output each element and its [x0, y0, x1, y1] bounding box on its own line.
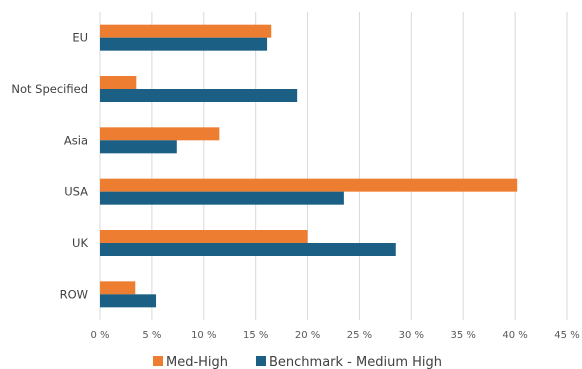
- bar-benchmark-medium-high-asia: [100, 140, 177, 154]
- bar-benchmark-medium-high-eu: [100, 37, 268, 51]
- category-label-asia: Asia: [64, 133, 88, 147]
- legend-label-benchmark-medium-high: Benchmark - Medium High: [269, 355, 442, 369]
- x-tick-label-6: 30 %: [399, 330, 424, 341]
- category-label-uk: UK: [72, 236, 88, 250]
- x-tick-label-3: 15 %: [243, 330, 268, 341]
- x-tick-label-0: 0 %: [90, 330, 109, 341]
- category-labels: EU Not Specified Asia USA UK ROW: [11, 31, 88, 302]
- bar-med-high-uk: [100, 230, 308, 243]
- x-tick-label-5: 25 %: [347, 330, 372, 341]
- legend: Med-High Benchmark - Medium High: [153, 355, 442, 369]
- category-label-not-specified: Not Specified: [11, 82, 88, 96]
- bars: [100, 24, 518, 308]
- x-tick-label-2: 10 %: [191, 330, 216, 341]
- x-axis-tick-labels: 0 % 5 % 10 % 15 % 20 % 25 % 30 % 35 % 40 % 45 %: [90, 330, 579, 341]
- x-tick-label-4: 20 %: [295, 330, 320, 341]
- x-tick-label-8: 40 %: [502, 330, 527, 341]
- x-tick-label-9: 45 %: [554, 330, 579, 341]
- x-tick-label-7: 35 %: [451, 330, 476, 341]
- bar-med-high-row: [100, 281, 136, 295]
- category-label-usa: USA: [64, 185, 88, 199]
- bar-benchmark-medium-high-usa: [100, 191, 344, 205]
- x-tick-label-1: 5 %: [142, 330, 161, 341]
- bar-benchmark-medium-high-row: [100, 294, 157, 308]
- legend-swatch-benchmark-medium-high: [256, 356, 266, 366]
- category-label-row: ROW: [60, 287, 88, 301]
- bar-med-high-asia: [100, 127, 220, 141]
- bar-med-high-usa: [100, 178, 518, 192]
- bar-med-high-eu: [100, 24, 272, 38]
- legend-swatch-med-high: [153, 356, 163, 366]
- bar-benchmark-medium-high-not-specified: [100, 89, 298, 102]
- category-label-eu: EU: [72, 31, 88, 45]
- legend-label-med-high: Med-High: [166, 355, 228, 369]
- gridlines: [99, 12, 568, 320]
- bar-med-high-not-specified: [100, 76, 137, 89]
- bar-benchmark-medium-high-uk: [100, 243, 396, 256]
